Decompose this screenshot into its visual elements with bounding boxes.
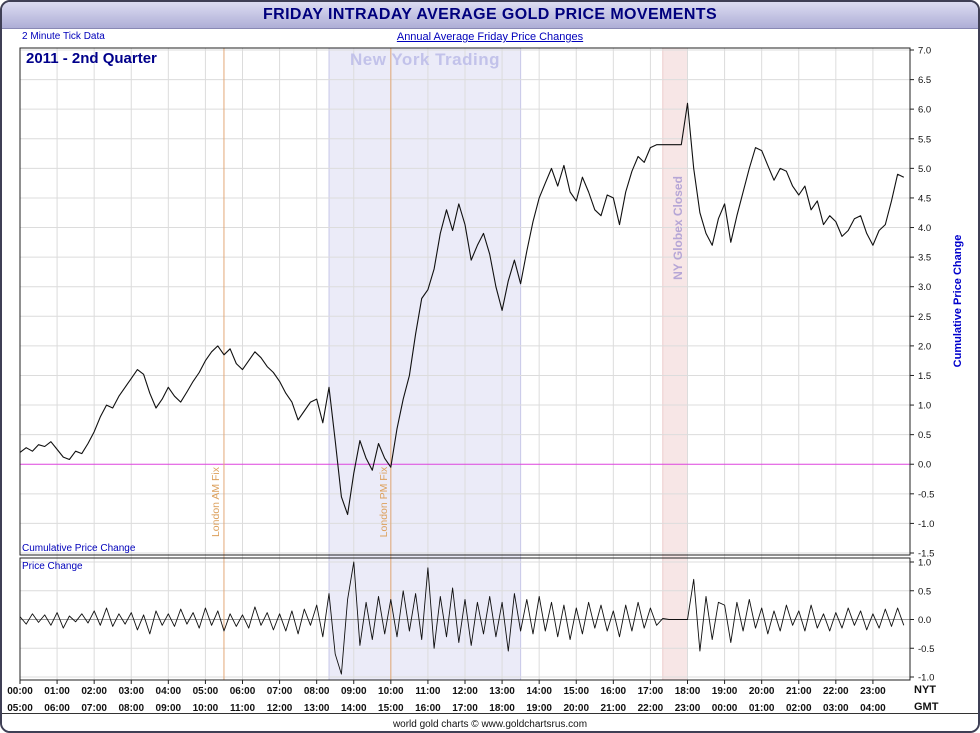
gmt-time-label: 04:00	[860, 703, 886, 714]
gmt-time-label: 23:00	[675, 703, 701, 714]
nyt-time-label: 17:00	[638, 686, 664, 697]
nyt-time-label: 02:00	[81, 686, 107, 697]
gmt-time-label: 22:00	[638, 703, 664, 714]
nyt-time-label: 16:00	[601, 686, 627, 697]
main-ytick-label: 1.0	[918, 401, 931, 412]
gmt-time-label: 11:00	[230, 703, 255, 714]
lower-ytick-label: -1.0	[918, 673, 934, 684]
main-ytick-label: 4.5	[918, 193, 931, 204]
main-ytick-label: -1.5	[918, 549, 934, 560]
gmt-time-label: 17:00	[452, 703, 478, 714]
gmt-time-label: 12:00	[267, 703, 293, 714]
page-title: FRIDAY INTRADAY AVERAGE GOLD PRICE MOVEM…	[262, 6, 718, 23]
quarter-label: 2011 - 2nd Quarter	[26, 50, 157, 67]
nyt-time-label: 07:00	[267, 686, 293, 697]
gmt-time-label: 18:00	[489, 703, 515, 714]
main-ytick-label: 2.5	[918, 312, 931, 323]
nyt-time-label: 20:00	[749, 686, 775, 697]
footer-credit-bar: world gold charts © www.goldchartsrus.co…	[2, 713, 978, 731]
nyt-time-label: 12:00	[452, 686, 478, 697]
nyt-time-label: 11:00	[415, 686, 440, 697]
main-ytick-label: -0.5	[918, 489, 934, 500]
nyt-time-label: 19:00	[712, 686, 738, 697]
cumulative-price-line	[19, 102, 905, 516]
main-panel-border	[19, 47, 911, 556]
gmt-time-label: 09:00	[156, 703, 182, 714]
globex-closed-label: NY Globex Closed	[671, 176, 685, 280]
ny-globex-closed-band	[662, 48, 688, 680]
nyt-time-label: 06:00	[230, 686, 256, 697]
gmt-time-label: 05:00	[7, 703, 33, 714]
lower-ytick-label: -0.5	[918, 644, 934, 655]
gmt-time-label: 07:00	[81, 703, 107, 714]
nyt-time-label: 18:00	[675, 686, 701, 697]
nyt-time-label: 14:00	[526, 686, 552, 697]
gmt-time-label: 10:00	[193, 703, 219, 714]
nyt-time-label: 00:00	[7, 686, 33, 697]
nyt-axis-caption: NYT	[914, 684, 936, 696]
nyt-time-label: 01:00	[44, 686, 70, 697]
main-ytick-label: 3.0	[918, 282, 931, 293]
main-ytick-label: 4.0	[918, 223, 931, 234]
gmt-time-label: 16:00	[415, 703, 441, 714]
nyt-time-label: 22:00	[823, 686, 849, 697]
nyt-time-label: 15:00	[563, 686, 589, 697]
london-pm-fix-label: London PM Fix	[378, 466, 390, 538]
right-axis-title: Cumulative Price Change	[952, 234, 964, 368]
gmt-time-label: 03:00	[823, 703, 849, 714]
main-ytick-label: 0.5	[918, 430, 931, 441]
gmt-time-label: 21:00	[601, 703, 627, 714]
lower-ytick-label: 0.5	[918, 586, 931, 597]
main-ytick-label: -1.0	[918, 519, 934, 530]
gmt-time-label: 14:00	[341, 703, 367, 714]
tick-data-note: 2 Minute Tick Data	[22, 31, 105, 42]
nyt-time-label: 04:00	[156, 686, 182, 697]
nyt-time-label: 21:00	[786, 686, 812, 697]
new-york-trading-label: New York Trading	[349, 50, 501, 69]
price-change-line	[19, 561, 905, 675]
credit-text: world gold charts © www.goldchartsrus.co…	[392, 718, 588, 730]
main-ytick-label: 7.0	[918, 46, 931, 57]
gmt-time-label: 02:00	[786, 703, 812, 714]
nyt-time-label: 08:00	[304, 686, 330, 697]
nyt-time-label: 03:00	[118, 686, 144, 697]
gmt-time-label: 08:00	[118, 703, 144, 714]
main-ytick-label: 0.0	[918, 460, 931, 471]
main-ytick-label: 6.5	[918, 75, 931, 86]
title-bar: FRIDAY INTRADAY AVERAGE GOLD PRICE MOVEM…	[2, 2, 978, 29]
gmt-time-label: 20:00	[563, 703, 589, 714]
gmt-time-label: 06:00	[44, 703, 70, 714]
cumulative-panel-label: Cumulative Price Change	[22, 543, 136, 554]
lower-ytick-label: 1.0	[918, 558, 931, 569]
new-york-trading-band	[329, 48, 521, 680]
main-ytick-label: 6.0	[918, 105, 931, 116]
main-ytick-label: 3.5	[918, 253, 931, 264]
main-ytick-label: 1.5	[918, 371, 931, 382]
lower-ytick-label: 0.0	[918, 615, 931, 626]
chart-subtitle: Annual Average Friday Price Changes	[396, 31, 584, 43]
gmt-axis-caption: GMT	[914, 701, 939, 713]
gmt-time-label: 00:00	[712, 703, 738, 714]
london-am-fix-label: London AM Fix	[210, 466, 222, 538]
main-ytick-label: 2.0	[918, 341, 931, 352]
nyt-time-label: 13:00	[489, 686, 515, 697]
nyt-time-label: 05:00	[193, 686, 219, 697]
nyt-time-label: 23:00	[860, 686, 886, 697]
gmt-time-label: 01:00	[749, 703, 775, 714]
gmt-time-label: 15:00	[378, 703, 404, 714]
main-ytick-label: 5.0	[918, 164, 931, 175]
gmt-time-label: 19:00	[526, 703, 552, 714]
main-ytick-label: 5.5	[918, 134, 931, 145]
gmt-time-label: 13:00	[304, 703, 330, 714]
nyt-time-label: 09:00	[341, 686, 367, 697]
price-change-panel-label: Price Change	[22, 561, 83, 572]
nyt-time-label: 10:00	[378, 686, 404, 697]
